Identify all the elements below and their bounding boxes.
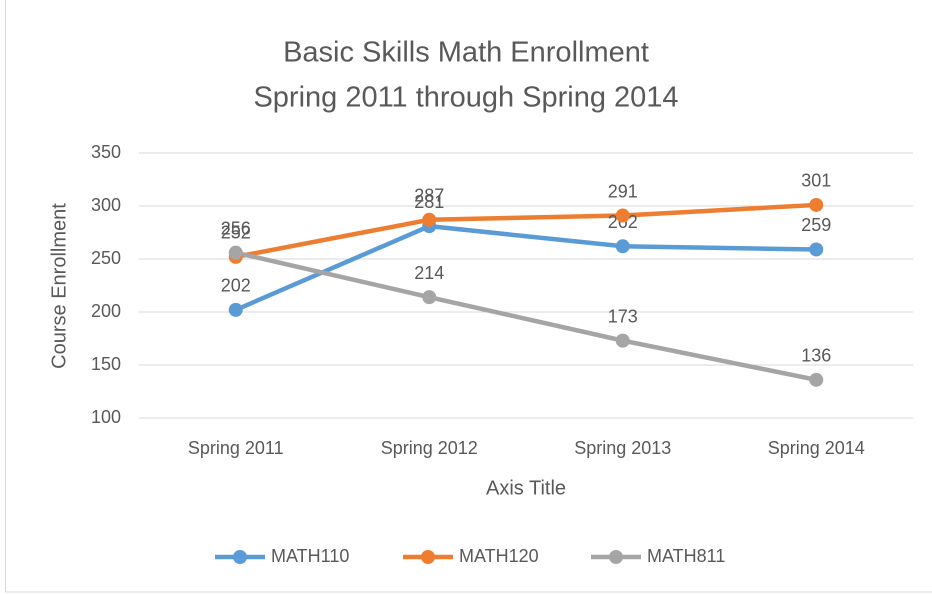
data-label: 256	[221, 218, 251, 238]
legend-label: MATH120	[459, 546, 539, 566]
data-point	[228, 245, 243, 260]
data-label: 281	[414, 192, 444, 212]
x-axis-title: Axis Title	[486, 477, 566, 499]
y-tick-label: 100	[91, 407, 121, 427]
data-label: 252	[221, 223, 251, 243]
data-label: 301	[801, 171, 831, 191]
legend-marker	[421, 550, 435, 564]
y-tick-label: 200	[91, 301, 121, 321]
data-label: 173	[608, 306, 638, 326]
chart-title: Basic Skills Math Enrollment	[283, 37, 649, 69]
series-line	[234, 223, 817, 312]
data-point	[809, 242, 824, 257]
legend-marker	[233, 550, 247, 564]
y-axis-title: Course Enrollment	[48, 203, 70, 369]
data-label: 291	[608, 181, 638, 201]
x-tick-label: Spring 2011	[188, 438, 284, 458]
y-tick-label: 350	[91, 142, 121, 162]
chart-subtitle: Spring 2011 through Spring 2014	[253, 82, 678, 114]
series-line	[235, 202, 817, 260]
data-point	[615, 333, 630, 348]
x-tick-label: Spring 2012	[381, 438, 478, 458]
data-label: 287	[414, 186, 444, 206]
data-point	[422, 290, 437, 305]
legend-label: MATH110	[271, 546, 349, 566]
data-label: 136	[801, 346, 831, 366]
data-point	[422, 212, 437, 227]
data-label: 202	[221, 276, 251, 296]
y-tick-label: 250	[91, 248, 121, 268]
y-tick-label: 300	[91, 195, 121, 215]
data-point	[615, 239, 630, 254]
series-line	[235, 250, 817, 383]
legend-marker	[609, 550, 623, 564]
data-point	[615, 208, 630, 223]
x-tick-label: Spring 2014	[768, 438, 865, 458]
data-point	[809, 197, 824, 212]
chart-frame	[5, 0, 932, 593]
x-tick-label: Spring 2013	[574, 438, 671, 458]
y-tick-label: 150	[91, 354, 121, 374]
data-point	[809, 372, 824, 387]
data-point	[228, 302, 243, 317]
data-label: 214	[414, 263, 444, 283]
data-label: 259	[801, 215, 831, 235]
legend-label: MATH811	[647, 546, 725, 566]
